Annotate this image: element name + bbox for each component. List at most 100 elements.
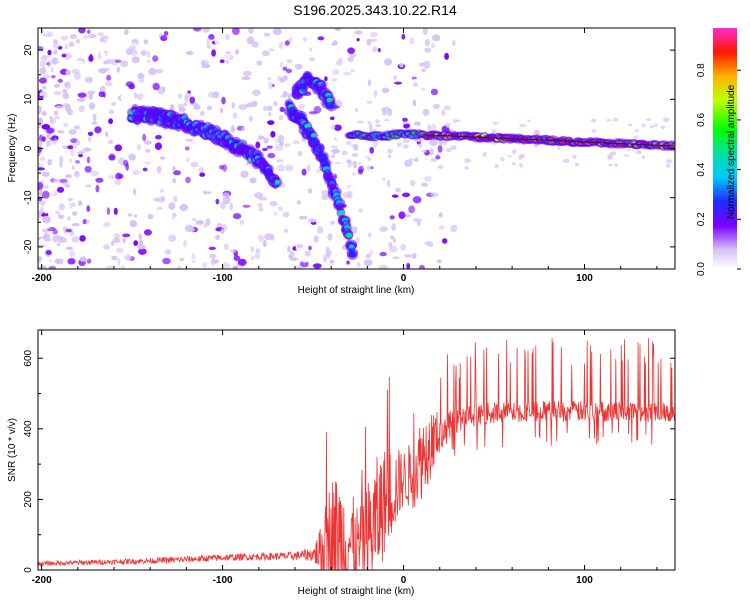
noise-speckle bbox=[220, 201, 226, 210]
noise-speckle bbox=[75, 139, 81, 146]
noise-speckle bbox=[358, 210, 366, 218]
noise-speckle bbox=[665, 163, 671, 168]
noise-speckle bbox=[45, 250, 52, 255]
noise-speckle bbox=[424, 175, 432, 182]
noise-speckle bbox=[86, 205, 91, 213]
spectrogram-y-tick-label: -10 bbox=[23, 190, 34, 205]
noise-speckle bbox=[138, 175, 147, 182]
noise-speckle bbox=[113, 233, 121, 239]
noise-speckle bbox=[183, 239, 187, 248]
noise-speckle bbox=[366, 38, 372, 46]
noise-speckle bbox=[255, 141, 261, 149]
snr-y-axis-label: SNR (10 * v/v) bbox=[7, 418, 18, 482]
noise-speckle bbox=[335, 177, 340, 183]
noise-speckle bbox=[222, 164, 228, 172]
noise-speckle bbox=[205, 218, 211, 226]
noise-speckle bbox=[38, 134, 44, 143]
noise-speckle bbox=[370, 50, 379, 57]
noise-speckle bbox=[78, 177, 84, 181]
noise-speckle bbox=[331, 124, 336, 130]
noise-speckle bbox=[87, 34, 97, 39]
noise-speckle bbox=[148, 28, 156, 36]
noise-speckle bbox=[519, 163, 523, 168]
noise-speckle bbox=[438, 225, 445, 230]
noise-speckle bbox=[47, 59, 52, 68]
noise-speckle bbox=[337, 117, 342, 126]
spectrogram-y-tick-label: 20 bbox=[23, 44, 34, 56]
noise-speckle bbox=[393, 75, 397, 80]
noise-speckle bbox=[63, 81, 69, 88]
spectrogram-x-axis-label: Height of straight line (km) bbox=[298, 285, 415, 296]
noise-speckle bbox=[249, 177, 257, 184]
noise-speckle bbox=[312, 62, 320, 70]
noise-speckle bbox=[68, 41, 75, 48]
noise-speckle bbox=[38, 105, 42, 114]
noise-speckle bbox=[254, 251, 260, 260]
noise-speckle bbox=[174, 65, 179, 70]
noise-speckle bbox=[285, 68, 293, 74]
noise-speckle bbox=[257, 135, 265, 140]
noise-speckle bbox=[423, 60, 431, 69]
noise-speckle bbox=[107, 139, 114, 145]
noise-speckle bbox=[410, 179, 416, 186]
noise-speckle bbox=[386, 179, 391, 188]
noise-speckle bbox=[38, 146, 42, 154]
noise-speckle bbox=[235, 170, 240, 175]
noise-speckle bbox=[230, 125, 235, 133]
noise-speckle bbox=[422, 28, 428, 36]
noise-speckle bbox=[246, 36, 255, 45]
noise-speckle bbox=[358, 165, 364, 173]
snr-x-tick-label: 100 bbox=[576, 575, 593, 586]
noise-speckle bbox=[292, 140, 300, 145]
noise-speckle bbox=[350, 162, 356, 165]
noise-speckle bbox=[127, 213, 133, 217]
noise-speckle bbox=[350, 144, 358, 148]
noise-speckle bbox=[147, 213, 154, 220]
noise-speckle bbox=[208, 34, 215, 40]
noise-speckle bbox=[133, 240, 138, 247]
noise-speckle bbox=[66, 246, 73, 250]
noise-speckle bbox=[329, 116, 335, 121]
noise-speckle bbox=[263, 207, 267, 212]
noise-speckle bbox=[444, 52, 449, 60]
noise-speckle bbox=[351, 226, 358, 234]
noise-speckle bbox=[58, 203, 66, 211]
noise-speckle bbox=[38, 249, 44, 253]
noise-speckle bbox=[369, 38, 378, 42]
noise-speckle bbox=[330, 220, 335, 225]
noise-speckle bbox=[277, 134, 285, 143]
noise-speckle bbox=[65, 174, 72, 179]
noise-speckle bbox=[41, 124, 51, 130]
noise-speckle bbox=[209, 253, 217, 259]
spectrogram-x-tick-label: -100 bbox=[213, 273, 233, 284]
noise-speckle bbox=[160, 35, 168, 42]
noise-speckle bbox=[375, 124, 382, 128]
noise-speckle bbox=[296, 200, 301, 205]
noise-speckle bbox=[219, 107, 224, 114]
noise-speckle bbox=[519, 123, 526, 128]
noise-speckle bbox=[414, 138, 423, 142]
noise-speckle bbox=[301, 257, 309, 263]
noise-speckle bbox=[282, 211, 290, 218]
noise-speckle bbox=[367, 79, 371, 87]
snr-y-tick-label: 0 bbox=[23, 567, 34, 573]
spectrogram-y-tick-label: 10 bbox=[23, 93, 34, 105]
noise-speckle bbox=[78, 153, 83, 158]
noise-speckle bbox=[607, 163, 614, 167]
noise-speckle bbox=[202, 28, 210, 33]
noise-speckle bbox=[402, 192, 411, 198]
noise-speckle bbox=[190, 161, 199, 168]
noise-speckle bbox=[105, 100, 112, 107]
noise-speckle bbox=[527, 119, 532, 123]
noise-speckle bbox=[38, 123, 42, 129]
noise-speckle bbox=[164, 249, 172, 256]
noise-speckle bbox=[203, 190, 207, 195]
noise-speckle bbox=[178, 93, 182, 99]
noise-speckle bbox=[373, 90, 378, 98]
noise-speckle bbox=[149, 202, 155, 209]
noise-speckle bbox=[381, 87, 390, 94]
noise-speckle bbox=[386, 49, 392, 55]
noise-speckle bbox=[132, 169, 141, 176]
noise-speckle bbox=[398, 211, 406, 219]
noise-speckle bbox=[174, 45, 182, 52]
